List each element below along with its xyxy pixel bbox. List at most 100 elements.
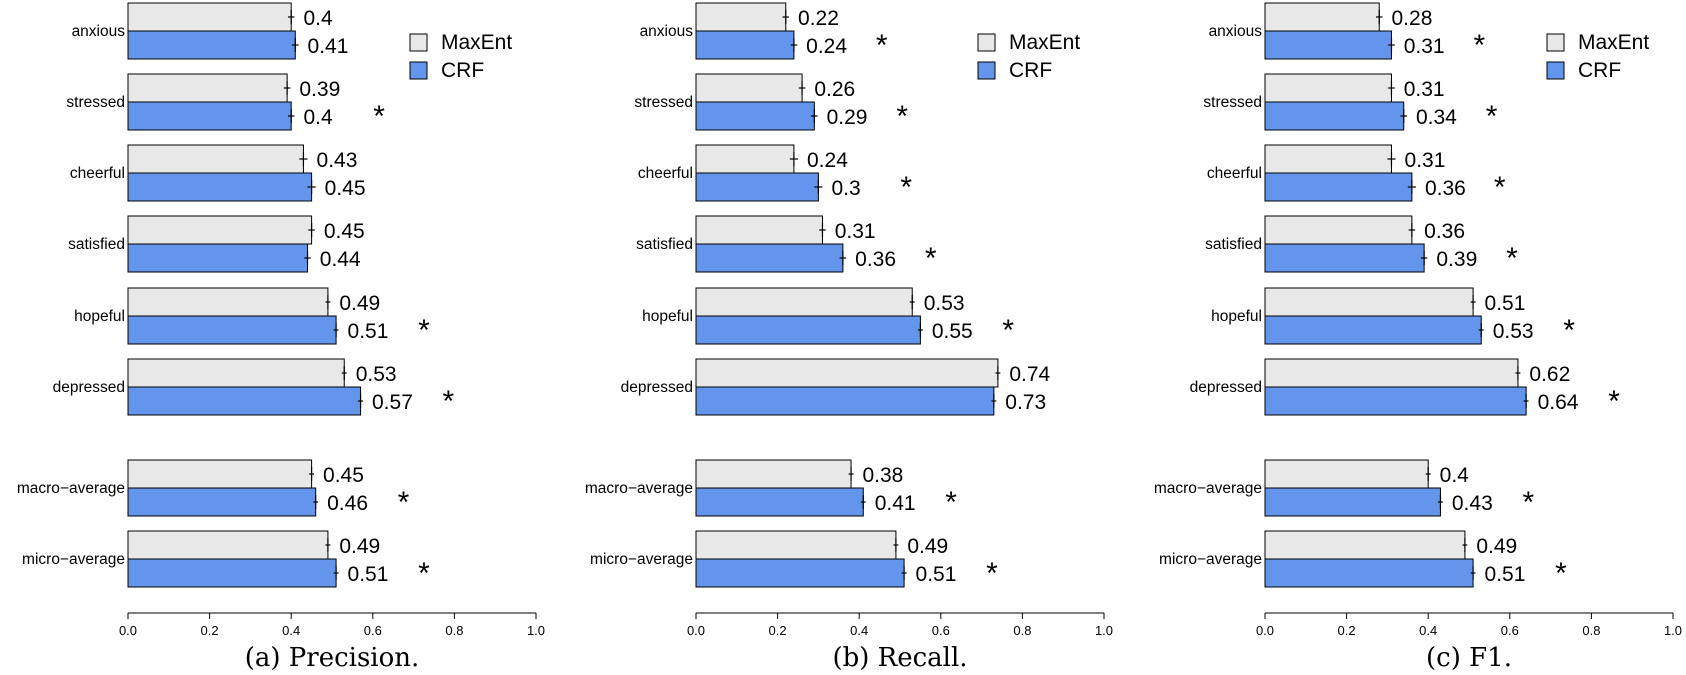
crf-bar: [1264, 558, 1474, 588]
chart-panel-1: anxious 0.22 0.24 * stressed 0.26 0.29 * cheerfu…: [585, 2, 1113, 673]
data-label: 0.64: [1538, 391, 1579, 414]
maxent-bar: [695, 73, 803, 103]
category-label: micro−average: [1159, 551, 1262, 568]
data-label: 0.29: [827, 106, 868, 129]
crf-bar: [695, 315, 921, 345]
significance-marker: *: [1506, 242, 1518, 275]
panel-caption: (a) Precision.: [245, 643, 420, 673]
significance-marker: *: [900, 171, 912, 204]
x-tick-label: 0.2: [201, 623, 219, 638]
legend-swatch-crf: [409, 61, 428, 80]
data-label: 0.24: [807, 149, 848, 172]
category-label: satisfied: [636, 236, 693, 253]
category-label: micro−average: [590, 551, 693, 568]
x-tick-label: 0.8: [445, 623, 463, 638]
category-label: depressed: [621, 379, 693, 396]
x-tick-label: 0.0: [119, 623, 137, 638]
category-label: cheerful: [70, 165, 125, 182]
maxent-bar: [695, 287, 913, 317]
data-label: 0.51: [348, 320, 389, 343]
category-label: stressed: [1203, 94, 1262, 111]
data-label: 0.36: [1424, 220, 1465, 243]
legend-swatch-crf: [977, 61, 996, 80]
category-label: macro−average: [1154, 480, 1262, 497]
data-label: 0.44: [320, 248, 361, 271]
data-label: 0.43: [317, 149, 358, 172]
crf-bar: [1264, 386, 1527, 416]
significance-marker: *: [418, 557, 430, 590]
category-label: anxious: [72, 23, 126, 40]
significance-marker: *: [1494, 171, 1506, 204]
data-label: 0.74: [1009, 363, 1050, 386]
data-label: 0.57: [372, 391, 413, 414]
data-label: 0.31: [1405, 149, 1446, 172]
category-label: cheerful: [1207, 165, 1262, 182]
data-label: 0.3: [831, 177, 860, 200]
category-label: stressed: [634, 94, 693, 111]
x-tick-label: 0.0: [1256, 623, 1274, 638]
crf-bar: [127, 172, 313, 202]
maxent-bar: [1264, 144, 1392, 174]
data-label: 0.62: [1529, 363, 1570, 386]
crf-bar: [695, 243, 844, 273]
x-tick-label: 0.4: [850, 623, 868, 638]
data-label: 0.53: [1493, 320, 1534, 343]
crf-bar: [695, 386, 995, 416]
significance-marker: *: [1002, 314, 1014, 347]
crf-bar: [127, 487, 317, 517]
category-label: hopeful: [74, 308, 125, 325]
x-tick-label: 0.6: [932, 623, 950, 638]
crf-bar: [1264, 30, 1392, 60]
data-label: 0.45: [325, 177, 366, 200]
crf-bar: [695, 558, 905, 588]
legend-label: CRF: [1009, 59, 1052, 82]
maxent-bar: [1264, 358, 1519, 388]
maxent-bar: [1264, 215, 1413, 245]
significance-marker: *: [896, 100, 908, 133]
significance-marker: *: [373, 100, 385, 133]
legend-swatch-maxent: [409, 33, 428, 52]
data-label: 0.4: [303, 106, 333, 129]
x-tick-label: 0.8: [1013, 623, 1031, 638]
category-label: cheerful: [638, 165, 693, 182]
crf-bar: [695, 172, 819, 202]
significance-marker: *: [398, 486, 410, 519]
significance-marker: *: [1522, 486, 1534, 519]
legend-label: MaxEnt: [1009, 31, 1080, 54]
data-label: 0.36: [1425, 177, 1466, 200]
crf-bar: [695, 101, 815, 131]
maxent-bar: [695, 2, 787, 32]
data-label: 0.34: [1416, 106, 1457, 129]
x-tick-label: 1.0: [1664, 623, 1682, 638]
maxent-bar: [695, 358, 999, 388]
category-label: anxious: [640, 23, 694, 40]
x-tick-label: 0.6: [1501, 623, 1519, 638]
data-label: 0.49: [907, 535, 948, 558]
maxent-bar: [127, 459, 313, 489]
data-label: 0.73: [1005, 391, 1046, 414]
legend-label: MaxEnt: [1578, 31, 1649, 54]
legend-label: CRF: [441, 59, 484, 82]
data-label: 0.45: [323, 464, 364, 487]
category-label: depressed: [1190, 379, 1262, 396]
maxent-bar: [127, 287, 329, 317]
significance-marker: *: [1563, 314, 1575, 347]
crf-bar: [1264, 101, 1405, 131]
data-label: 0.31: [1404, 35, 1445, 58]
crf-bar: [127, 315, 337, 345]
legend-label: MaxEnt: [441, 31, 512, 54]
legend-label: CRF: [1578, 59, 1621, 82]
significance-marker: *: [1486, 100, 1498, 133]
data-label: 0.28: [1392, 7, 1433, 30]
significance-marker: *: [1608, 385, 1620, 418]
x-tick-label: 0.8: [1582, 623, 1600, 638]
x-tick-label: 0.4: [282, 623, 300, 638]
crf-bar: [1264, 172, 1413, 202]
legend: MaxEnt CRF: [409, 31, 512, 82]
significance-marker: *: [1555, 557, 1567, 590]
significance-marker: *: [418, 314, 430, 347]
significance-marker: *: [443, 385, 455, 418]
crf-bar: [1264, 315, 1482, 345]
category-label: anxious: [1209, 23, 1263, 40]
crf-bar: [695, 30, 795, 60]
